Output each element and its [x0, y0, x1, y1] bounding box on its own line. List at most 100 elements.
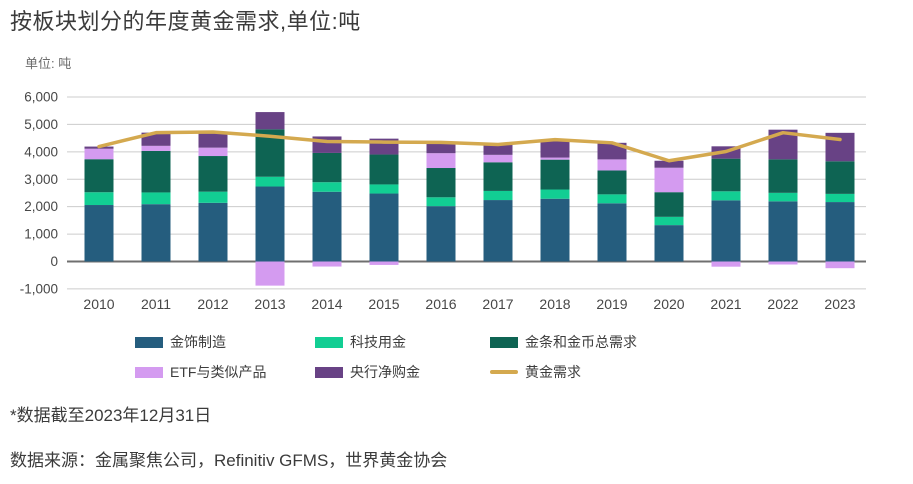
legend-item-technology: 科技用金	[315, 333, 406, 351]
bar-segment	[483, 144, 513, 155]
legend-label: 科技用金	[350, 334, 406, 350]
bar-segment	[825, 161, 855, 194]
legend-item-etf: ETF与类似产品	[135, 363, 266, 381]
y-tick-label: 3,000	[24, 172, 58, 187]
bar-segment	[711, 200, 741, 262]
data-source-note: 数据来源：金属聚焦公司，Refinitiv GFMS，世界黄金协会	[10, 451, 448, 470]
bar-segment	[426, 197, 456, 207]
bar-segment	[597, 159, 627, 171]
legend-item-gold-demand-line: 黄金需求	[490, 363, 581, 381]
x-tick-label: 2014	[311, 296, 342, 312]
y-tick-label: 0	[50, 254, 58, 269]
bar-segment	[141, 150, 171, 193]
bar-segment	[426, 142, 456, 154]
legend-label: 黄金需求	[525, 364, 581, 380]
page-title: 按板块划分的年度黄金需求,单位:吨	[10, 9, 361, 34]
bar-segment	[825, 193, 855, 203]
bar-segment	[768, 159, 798, 193]
bar-segment	[369, 184, 399, 194]
bar-and-coin-swatch	[490, 336, 518, 348]
technology-swatch	[315, 336, 343, 348]
bar-segment	[84, 148, 114, 160]
bar-segment	[483, 154, 513, 163]
x-tick-label: 2016	[425, 296, 456, 312]
gold-demand-line-swatch	[490, 370, 518, 374]
bar-segment	[825, 202, 855, 262]
bar-segment	[84, 192, 114, 206]
y-tick-label: 6,000	[24, 90, 58, 105]
bar-segment	[597, 142, 627, 160]
bar-segment	[540, 139, 570, 158]
bar-segment	[654, 160, 684, 168]
bar-segment	[654, 192, 684, 217]
bar-segment	[597, 203, 627, 262]
legend-item-central-bank: 央行净购金	[315, 363, 420, 381]
central-bank-swatch	[315, 366, 343, 378]
x-tick-label: 2012	[197, 296, 228, 312]
bar-segment	[426, 168, 456, 198]
bar-segment	[711, 261, 741, 267]
bar-segment	[198, 202, 228, 262]
chart-legend: 金饰制造 科技用金 金条和金币总需求 ETF与类似产品 央行净购金 黄金需求	[0, 333, 913, 395]
x-tick-label: 2021	[710, 296, 741, 312]
bar-segment	[198, 147, 228, 157]
bar-segment	[312, 152, 342, 183]
bar-segment	[198, 132, 228, 148]
bar-segment	[426, 206, 456, 262]
x-tick-label: 2013	[254, 296, 285, 312]
legend-label: 金条和金币总需求	[525, 334, 637, 350]
x-tick-label: 2018	[539, 296, 570, 312]
bar-segment	[312, 261, 342, 267]
bar-segment	[255, 176, 285, 187]
bar-segment	[141, 204, 171, 262]
bar-segment	[711, 158, 741, 192]
gold-demand-line	[97, 130, 842, 163]
bar-segment	[597, 170, 627, 195]
bar-segment	[369, 193, 399, 262]
bar-segment	[540, 198, 570, 262]
bar-segment	[255, 112, 285, 130]
bar-segment	[312, 182, 342, 192]
bar-segment	[369, 261, 399, 265]
legend-item-jewelry: 金饰制造	[135, 333, 226, 351]
y-tick-label: -1,000	[20, 281, 58, 296]
bar-segment	[597, 194, 627, 204]
bar-segment	[312, 191, 342, 262]
bar-segment	[540, 157, 570, 160]
bar-segment	[654, 216, 684, 226]
legend-label: ETF与类似产品	[170, 364, 267, 380]
bar-segment	[540, 159, 570, 190]
bar-segment	[84, 205, 114, 262]
bar-segment	[369, 154, 399, 185]
bar-segment	[654, 167, 684, 193]
x-tick-label: 2015	[368, 296, 399, 312]
x-tick-label: 2022	[767, 296, 798, 312]
bar-segment	[654, 225, 684, 262]
x-tick-label: 2019	[596, 296, 627, 312]
etf-swatch	[135, 366, 163, 378]
bar-segment	[255, 261, 285, 286]
x-tick-label: 2011	[141, 296, 171, 312]
bar-segment	[540, 189, 570, 199]
bar-segment	[198, 156, 228, 192]
bar-segment	[768, 201, 798, 262]
bar-segment	[141, 145, 171, 151]
bar-segment	[483, 200, 513, 262]
bar-segment	[141, 192, 171, 205]
y-tick-label: 2,000	[24, 199, 58, 214]
y-axis-unit-label: 单位: 吨	[25, 56, 72, 71]
y-tick-label: 5,000	[24, 117, 58, 132]
y-tick-label: 4,000	[24, 144, 58, 159]
bar-segment	[768, 261, 798, 265]
bar-segment	[711, 191, 741, 201]
bar-segment	[426, 153, 456, 169]
x-tick-label: 2023	[824, 296, 855, 312]
bar-segment	[768, 192, 798, 202]
bar-segment	[825, 261, 855, 269]
x-tick-label: 2010	[83, 296, 114, 312]
legend-label: 金饰制造	[170, 334, 226, 350]
legend-label: 央行净购金	[350, 364, 420, 380]
data-cutoff-footnote: *数据截至2023年12月31日	[10, 406, 212, 425]
bar-segment	[483, 190, 513, 201]
